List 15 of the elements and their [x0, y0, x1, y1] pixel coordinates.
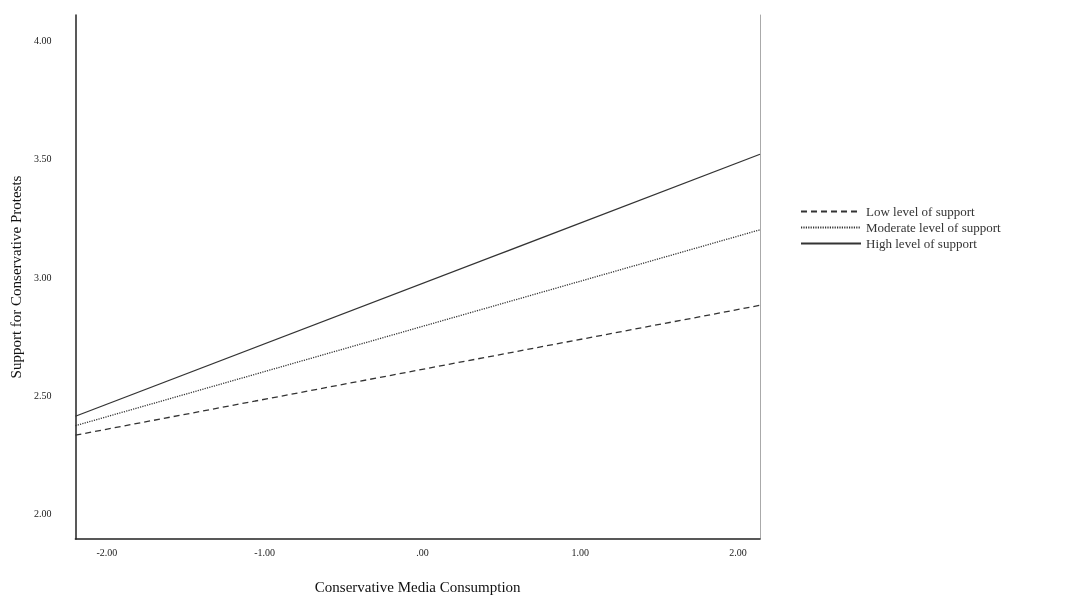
y-tick-label: 3.50 — [33, 153, 52, 165]
y-tick-label: 2.00 — [33, 507, 52, 519]
y-tick-label: 2.50 — [33, 389, 52, 401]
x-tick-label: 2.00 — [729, 546, 747, 558]
x-axis-title: Conservative Media Consumption — [314, 578, 522, 595]
legend-label: High level of support — [866, 236, 978, 251]
x-tick-label: -2.00 — [96, 546, 118, 558]
y-tick-label: 4.00 — [33, 35, 52, 47]
x-tick-label: -1.00 — [254, 546, 276, 558]
x-tick-label: 1.00 — [571, 546, 589, 558]
legend-label: Low level of support — [866, 204, 976, 219]
y-axis-title: Support for Conservative Protests — [7, 175, 24, 379]
legend-label: Moderate level of support — [866, 220, 1002, 235]
y-tick-label: 3.00 — [33, 271, 52, 283]
x-tick-label: .00 — [416, 546, 429, 558]
